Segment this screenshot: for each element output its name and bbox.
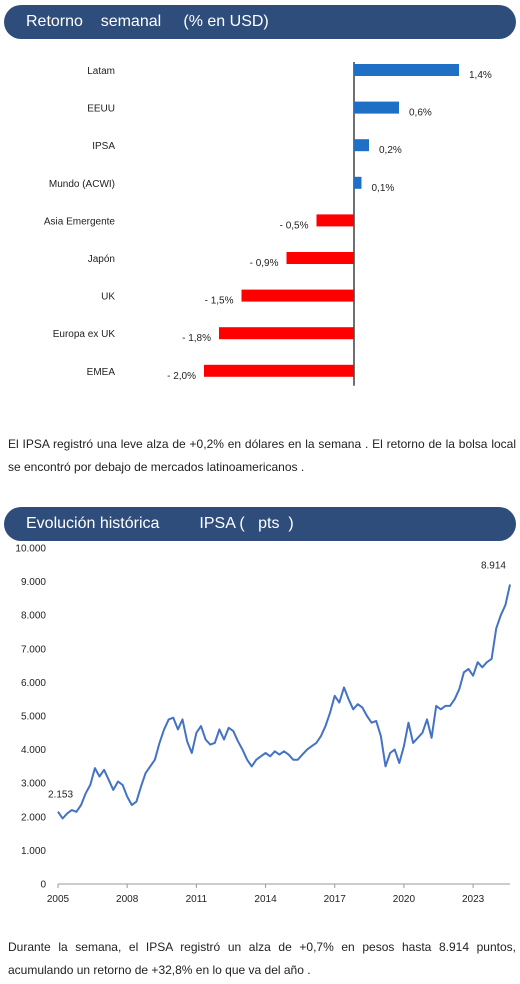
ipsa-series-line (57, 584, 511, 820)
data-label: - 2,0% (167, 371, 196, 382)
bar (354, 64, 459, 76)
data-label: - 1,8% (182, 333, 211, 344)
y-tick-label: 6.000 (21, 678, 46, 689)
y-tick-label: 7.000 (21, 644, 46, 655)
weekly-return-commentary: El IPSA registró una leve alza de +0,2% … (8, 437, 516, 474)
bar (286, 252, 354, 264)
x-tick-label: 2014 (254, 894, 277, 905)
ipsa-commentary: Durante la semana, el IPSA registró un a… (8, 940, 516, 977)
x-tick-label: 2005 (47, 894, 70, 905)
y-tick-label: 8.000 (21, 611, 46, 622)
category-label: UK (101, 292, 115, 303)
bar (204, 364, 354, 377)
bar (316, 214, 354, 227)
bar (241, 289, 354, 302)
data-label: 0,2% (379, 145, 402, 156)
category-label: EMEA (87, 367, 116, 378)
section-header-ipsa-history: Evolución histórica IPSA ( pts ) (4, 507, 516, 541)
data-label: - 0,5% (280, 220, 309, 231)
bar (354, 101, 399, 114)
category-label: Asia Emergente (44, 216, 116, 227)
y-tick-label: 10.000 (15, 544, 46, 555)
x-tick-label: 2023 (462, 894, 485, 905)
x-tick-label: 2011 (186, 894, 208, 905)
category-label: Latam (87, 66, 115, 77)
x-tick-label: 2017 (324, 894, 347, 905)
y-tick-label: 9.000 (21, 577, 46, 588)
y-tick-label: 0 (40, 880, 46, 891)
data-label: 1,4% (469, 70, 492, 81)
bar (354, 139, 369, 152)
category-label: EEUU (87, 104, 115, 115)
y-tick-label: 1.000 (21, 846, 46, 857)
category-label: Mundo (ACWI) (49, 179, 115, 190)
y-tick-label: 2.000 (21, 812, 46, 823)
weekly-return-bar-chart: Latam 1,4% EEUU 0,6% IPSA 0,2% Mundo (ACWI) 0,1… (44, 62, 492, 386)
ipsa-history-line-chart: 0 1.000 2.000 3.000 4.000 5.000 6.000 7.000 8.00… (15, 544, 511, 905)
x-tick-label: 2020 (393, 894, 416, 905)
data-label: - 0,9% (250, 258, 279, 269)
bar (219, 327, 354, 340)
y-tick-label: 5.000 (21, 712, 46, 723)
category-label: Japón (88, 254, 115, 265)
y-tick-label: 4.000 (21, 745, 46, 756)
data-label: 0,6% (409, 108, 432, 119)
y-tick-label: 3.000 (21, 779, 46, 790)
bar (354, 176, 362, 189)
category-label: IPSA (92, 141, 115, 152)
data-label: - 1,5% (205, 296, 234, 307)
start-value-label: 2.153 (48, 790, 73, 801)
x-tick-label: 2008 (116, 894, 139, 905)
end-value-label: 8.914 (481, 560, 506, 571)
data-label: 0,1% (372, 183, 395, 194)
section-header-weekly-return: Retorno semanal (% en USD) (4, 5, 516, 39)
category-label: Europa ex UK (53, 329, 116, 340)
